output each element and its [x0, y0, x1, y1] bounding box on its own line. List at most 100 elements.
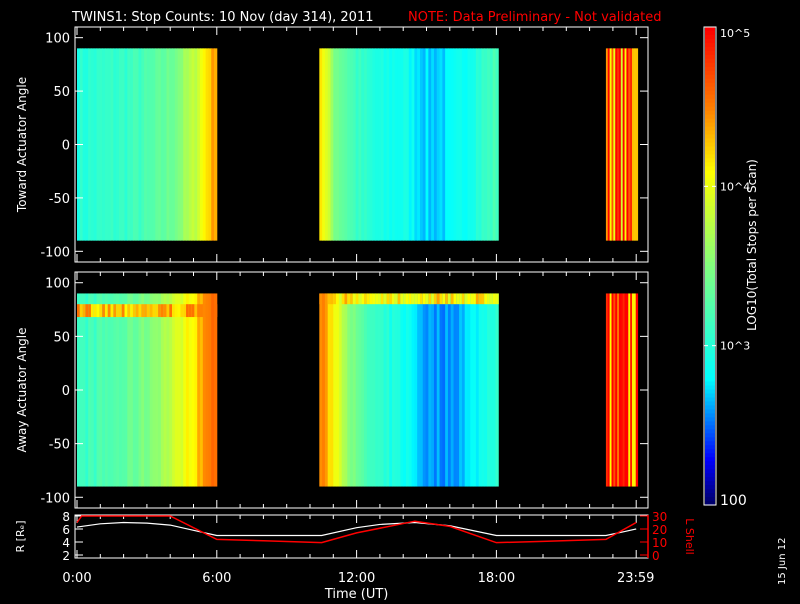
spectrogram-column: [464, 48, 469, 241]
spectrogram-column: [372, 293, 376, 487]
spectrogram-column: [405, 48, 410, 241]
colorbar-segment: [705, 226, 715, 231]
spectrogram-column: [188, 48, 193, 241]
spectrogram-column: [341, 48, 345, 241]
spectrogram-column: [386, 293, 390, 487]
spectrogram-column: [419, 48, 424, 241]
colorbar-segment: [705, 194, 715, 199]
colorbar-segment: [705, 30, 715, 36]
spectrogram-column: [492, 293, 496, 487]
spectrogram-column: [470, 293, 474, 487]
spectrogram-column: [442, 48, 446, 241]
spectrogram-band: [121, 304, 126, 318]
colorbar-segment: [705, 58, 715, 64]
y-tick-label: 8: [62, 510, 70, 524]
colorbar-segment: [705, 361, 715, 367]
spectrogram-column: [99, 48, 103, 241]
spectrogram-column: [132, 48, 137, 241]
spectrogram-column: [214, 48, 218, 241]
spectrogram-column: [461, 48, 466, 241]
spectrogram-column: [392, 48, 396, 241]
spectrogram-column: [484, 48, 488, 241]
spectrogram-column: [205, 48, 209, 241]
spectrogram-band: [208, 304, 212, 318]
spectrogram-band: [425, 293, 429, 305]
spectrogram-column: [386, 48, 390, 241]
spectrogram-column: [478, 293, 482, 487]
colorbar-segment: [705, 481, 715, 486]
toward-panel: 100 50 0 -50 -100 Toward Actuator Angle: [15, 26, 649, 263]
spectrogram-band: [481, 293, 485, 305]
y-tick-label: 100: [45, 32, 70, 47]
colorbar-segment: [705, 369, 715, 375]
spectrogram-band: [344, 293, 348, 305]
spectrogram-column: [473, 48, 477, 241]
spectrogram-column: [431, 48, 435, 241]
colorbar-segment: [705, 154, 715, 160]
colorbar-segment: [705, 341, 715, 347]
spectrogram-band: [152, 304, 156, 318]
spectrogram-column: [620, 293, 624, 487]
spectrogram-column: [172, 293, 176, 487]
spectrogram-column: [456, 48, 460, 241]
spectrogram-column: [116, 293, 120, 487]
spectrogram-column: [375, 293, 379, 487]
colorbar-segment: [705, 70, 715, 76]
colorbar-segment: [705, 38, 715, 44]
spectrogram-band: [158, 304, 162, 318]
colorbar-segment: [705, 357, 715, 363]
colorbar-segment: [705, 66, 715, 72]
colorbar-frame: [703, 26, 717, 506]
spectrogram-band: [392, 293, 396, 305]
spectrogram-band: [177, 304, 181, 318]
colorbar-segment: [705, 445, 715, 450]
spectrogram-column: [180, 48, 184, 241]
y-tick-label: 4: [62, 536, 70, 550]
spectrogram-column: [613, 48, 616, 241]
spectrogram-band: [324, 293, 329, 305]
colorbar-segment: [705, 453, 715, 458]
spectrogram-column: [93, 293, 98, 487]
spectrogram-band: [467, 293, 471, 305]
colorbar-segment: [705, 437, 715, 442]
spectrogram-column: [208, 293, 212, 487]
spectrogram-column: [93, 48, 98, 241]
spectrogram-column: [322, 48, 326, 241]
spectrogram-band: [138, 304, 142, 318]
spectrogram-band: [322, 293, 326, 305]
spectrogram-band: [85, 304, 89, 318]
spectrogram-band: [333, 293, 337, 305]
spectrogram-band: [102, 304, 106, 318]
spectrogram-column: [155, 293, 159, 487]
colorbar-segment: [705, 297, 715, 303]
colorbar-segment: [705, 337, 715, 343]
spectrogram-column: [369, 48, 373, 241]
spectrogram-column: [366, 293, 371, 487]
spectrogram-column: [191, 48, 195, 241]
colorbar-segment: [705, 27, 715, 32]
spectrogram-band: [110, 304, 114, 318]
spectrogram-column: [330, 48, 334, 241]
colorbar-segment: [705, 190, 715, 195]
spectrogram-band: [127, 304, 131, 318]
spectrogram-band: [442, 293, 446, 305]
spectrogram-column: [450, 293, 455, 487]
spectrogram-column: [163, 48, 167, 241]
colorbar-segment: [705, 493, 715, 498]
colorbar-segment: [705, 345, 715, 351]
colorbar-segment: [705, 473, 715, 478]
colorbar-segment: [705, 262, 715, 267]
colorbar-segment: [705, 325, 715, 331]
spectrogram-band: [433, 293, 438, 305]
spectrogram-column: [378, 48, 382, 241]
colorbar-segment: [705, 417, 715, 422]
spectrogram-band: [352, 293, 357, 305]
y-axis-label: Toward Actuator Angle: [15, 77, 29, 213]
spectrogram-band: [104, 304, 109, 318]
colorbar-segment: [705, 234, 715, 239]
spectrogram-column: [141, 293, 145, 487]
spectrogram-column: [324, 48, 329, 241]
spectrogram-column: [166, 48, 170, 241]
spectrogram-band: [445, 293, 449, 305]
colorbar-segment: [705, 246, 715, 251]
